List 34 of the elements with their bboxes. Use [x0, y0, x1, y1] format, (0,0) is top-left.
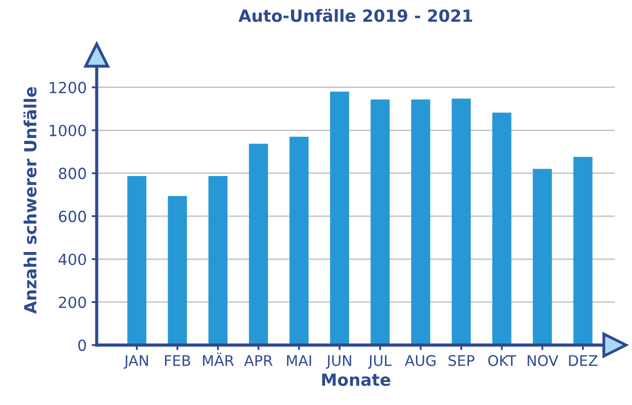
- bar: [532, 168, 552, 346]
- bar: [452, 98, 471, 346]
- y-tick-label: 400: [58, 254, 86, 266]
- chart-title: Auto-Unfälle 2019 - 2021: [238, 8, 472, 22]
- x-tick-label: MAI: [287, 355, 312, 366]
- bar: [168, 196, 187, 346]
- bar: [370, 100, 390, 346]
- y-tick-label: 0: [78, 340, 86, 352]
- bar: [208, 176, 228, 346]
- y-tick-label: 200: [58, 296, 86, 308]
- bar: [127, 176, 146, 346]
- x-tick-label: AUG: [404, 355, 436, 366]
- x-tick-label: NOV: [528, 355, 558, 366]
- bar: [290, 136, 309, 346]
- bar: [411, 100, 430, 346]
- x-tick-label: JUN: [326, 355, 352, 369]
- bar: [492, 112, 512, 346]
- bar: [330, 92, 350, 346]
- y-tick-label: 1200: [50, 82, 86, 94]
- x-tick-label: FEB: [165, 355, 190, 366]
- bar: [248, 144, 268, 346]
- x-tick-label: SEP: [448, 355, 474, 366]
- y-tick-label: 600: [58, 210, 86, 222]
- bar: [573, 156, 592, 346]
- x-axis-title: Monate: [322, 374, 390, 386]
- x-tick-label: MÄR: [203, 352, 234, 366]
- x-tick-label: DEZ: [569, 355, 598, 366]
- x-tick-label: APR: [244, 355, 273, 366]
- x-tick-label: JUL: [368, 355, 392, 369]
- y-tick-label: 1000: [50, 124, 86, 136]
- x-tick-label: JAN: [124, 355, 148, 369]
- x-tick-label: OKT: [488, 355, 516, 366]
- y-tick-label: 800: [58, 168, 86, 180]
- y-axis-title: Anzahl schwerer Unfälle: [23, 87, 37, 314]
